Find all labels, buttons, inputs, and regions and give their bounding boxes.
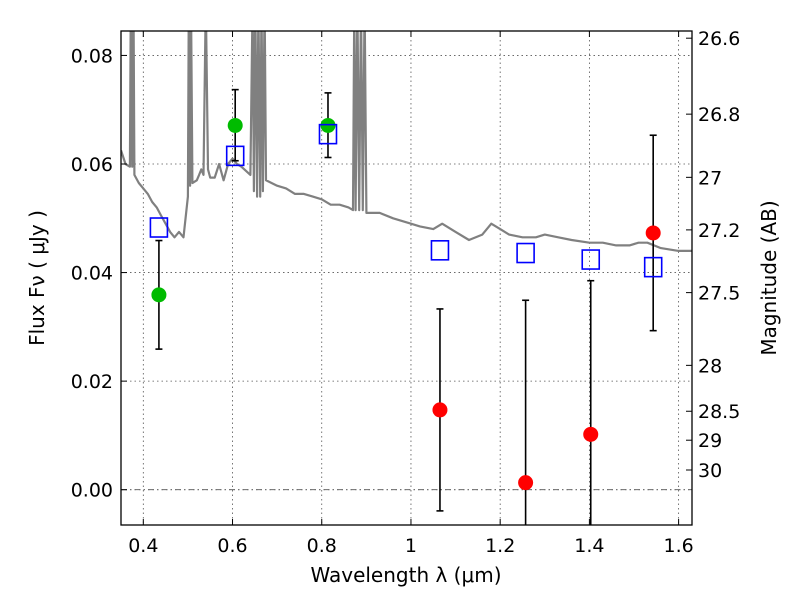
mag-tick-label: 27.5 [698, 283, 740, 305]
plot-layer [121, 31, 692, 525]
y-tick-label: 0.06 [71, 154, 113, 176]
y-tick-label: 0.04 [71, 263, 113, 285]
y-tick-label: 0.08 [71, 45, 113, 67]
nondetection-point [518, 475, 534, 491]
x-tick-label: 1 [405, 535, 417, 557]
plot-frame [120, 30, 693, 526]
mag-tick-label: 28.5 [698, 401, 740, 423]
y-axis-label: Flux Fν ( μJy ) [25, 210, 49, 346]
tick-layer: 0.4 0.6 0.8 1 1.2 1.4 1.6 0.00 0.02 0.04 0.06 0.08 2… [71, 28, 741, 557]
model-bandpass-square [149, 217, 169, 238]
mag-tick-label: 26.8 [698, 104, 740, 126]
model-spectrum-line [121, 31, 692, 252]
model-bandpass-square [318, 123, 338, 145]
detection-point [320, 117, 336, 133]
model-bandpass-square [516, 242, 535, 264]
x-axis-label: Wavelength λ (μm) [310, 563, 501, 587]
model-bandpass-square [430, 240, 450, 261]
mag-tick-label: 30 [698, 460, 722, 482]
mag-tick-label: 26.6 [698, 28, 740, 50]
x-tick-label: 1.6 [664, 535, 694, 557]
x-tick-label: 0.8 [307, 535, 337, 557]
mag-tick-label: 29 [698, 430, 722, 452]
mag-tick-label: 27 [698, 167, 722, 189]
detection-point [151, 287, 167, 303]
nondetection-point [583, 426, 599, 442]
mag-tick-label: 28 [698, 355, 722, 377]
marker-layer [149, 117, 663, 491]
y-tick-label: 0.00 [71, 480, 113, 502]
x-tick-label: 1.4 [574, 535, 604, 557]
x-tick-label: 1.2 [485, 535, 515, 557]
y2-axis-label: Magnitude (AB) [757, 200, 781, 355]
nondetection-point [432, 402, 448, 418]
model-bandpass-square [581, 249, 601, 270]
x-tick-label: 0.6 [217, 535, 247, 557]
mag-tick-label: 27.2 [698, 220, 740, 242]
model-bandpass-square [643, 256, 663, 278]
grid-layer [121, 31, 692, 525]
detection-point [227, 117, 243, 133]
nondetection-point [645, 225, 661, 241]
x-tick-label: 0.4 [128, 535, 158, 557]
model-bandpass-square [225, 145, 245, 167]
y-tick-label: 0.02 [71, 371, 113, 393]
